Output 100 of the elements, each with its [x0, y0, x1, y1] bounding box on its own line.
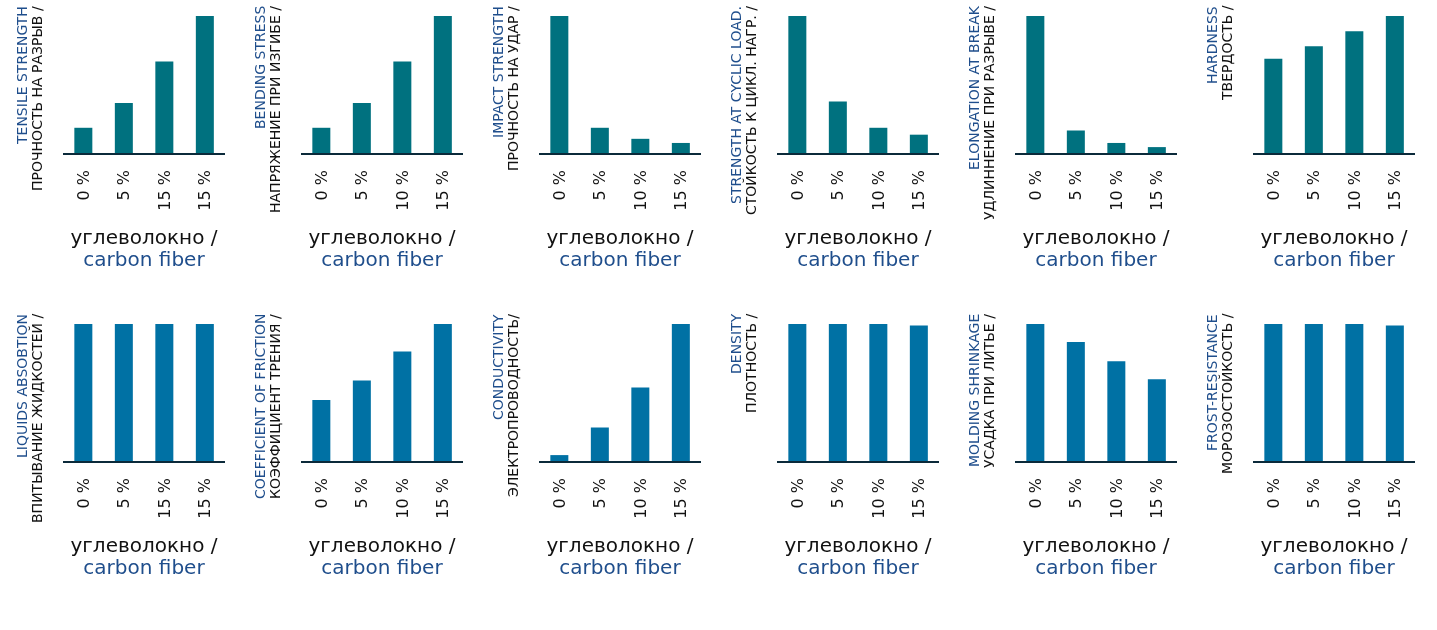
- bar: [590, 427, 609, 462]
- y-axis-title: МОРОЗОСТОЙКОСТЬ / FROST-RESISTANCE: [1204, 314, 1236, 477]
- bar: [114, 102, 133, 154]
- x-tick-label: 15 %: [433, 170, 453, 211]
- x-tick-label: 5 %: [1066, 478, 1086, 509]
- x-tick-label: 10 %: [868, 478, 888, 519]
- x-axis-title: углеволокно / carbon fiber: [1260, 533, 1408, 579]
- bar: [1026, 324, 1045, 462]
- y-axis-title: ПРОЧНОСТЬ НА РАЗРЫВ / TENSILE STRENGTH: [14, 6, 46, 193]
- bar: [352, 102, 371, 154]
- y-axis-title: ЭЛЕКТРОПРОВОДНОСТЬ/ CONDUCTIVITY: [490, 314, 522, 499]
- x-tick-label: 5 %: [114, 478, 134, 509]
- x-axis-title: углеволокно / carbon fiber: [70, 225, 218, 271]
- bar: [1066, 341, 1085, 462]
- bar: [195, 16, 214, 154]
- bar: [312, 399, 331, 462]
- x-tick-label: 15 %: [1147, 478, 1167, 519]
- x-axis-title: углеволокно / carbon fiber: [546, 225, 694, 271]
- x-tick-label: 15 %: [195, 170, 215, 211]
- x-tick-label: 0 %: [311, 170, 331, 201]
- x-tick-label: 0 %: [787, 170, 807, 201]
- x-tick-label: 5 %: [352, 478, 372, 509]
- bar: [1264, 58, 1283, 154]
- x-tick-label: 15 %: [671, 478, 691, 519]
- y-axis-title: НАПРЯЖЕНИЕ ПРИ ИЗГИБЕ / BENDING STRESS: [252, 6, 284, 215]
- x-tick-label: 10 %: [392, 478, 412, 519]
- bar: [433, 324, 452, 462]
- x-axis-title: углеволокно / carbon fiber: [1022, 225, 1170, 271]
- bar: [155, 61, 174, 154]
- bar: [1066, 130, 1085, 154]
- x-tick-label: 10 %: [868, 170, 888, 211]
- x-tick-label: 15 %: [1385, 478, 1405, 519]
- bar: [312, 127, 331, 154]
- y-axis-title: УДЛИННЕНИЕ ПРИ РАЗРЫВЕ / ELONGATION AT BREAK: [966, 6, 998, 222]
- x-tick-label: 15 %: [909, 170, 929, 211]
- x-tick-label: 15 %: [671, 170, 691, 211]
- bar: [550, 16, 569, 154]
- x-axis-title: углеволокно / carbon fiber: [70, 533, 218, 579]
- x-tick-label: 0 %: [549, 170, 569, 201]
- x-tick-label: 0 %: [1263, 478, 1283, 509]
- x-tick-label: 5 %: [1066, 170, 1086, 201]
- bar: [74, 127, 93, 154]
- bar: [393, 351, 412, 462]
- bar: [1385, 16, 1404, 154]
- x-tick-label: 5 %: [590, 170, 610, 201]
- x-tick-label: 0 %: [787, 478, 807, 509]
- bar: [671, 142, 690, 154]
- x-tick-label: 0 %: [549, 478, 569, 509]
- x-tick-label: 10 %: [1344, 170, 1364, 211]
- x-tick-label: 5 %: [828, 170, 848, 201]
- bar: [1147, 379, 1166, 462]
- bar: [869, 127, 888, 154]
- bar: [590, 127, 609, 154]
- bar: [1345, 31, 1364, 154]
- y-axis-title: СТОЙКОСТЬ К ЦИКЛ. НАГР. / STRENGTH AT CYCLIC LOAD.: [728, 6, 760, 217]
- x-tick-label: 15 %: [154, 478, 174, 519]
- bar: [1026, 16, 1045, 154]
- x-tick-label: 15 %: [1385, 170, 1405, 211]
- bar: [631, 138, 650, 154]
- bar: [1304, 46, 1323, 154]
- x-tick-label: 5 %: [1304, 170, 1324, 201]
- y-axis-title: КОЭФФИЦИЕНТ ТРЕНИЯ / COEFFICIENT OF FRICTION: [252, 314, 284, 502]
- bar: [433, 16, 452, 154]
- x-tick-label: 5 %: [828, 478, 848, 509]
- y-axis-title: УСАДКА ПРИ ЛИТЬЕ / MOLDING SHRINKAGE: [966, 314, 998, 470]
- x-axis-title: углеволокно / carbon fiber: [1260, 225, 1408, 271]
- x-tick-label: 10 %: [392, 170, 412, 211]
- x-axis-title: углеволокно / carbon fiber: [784, 225, 932, 271]
- x-tick-label: 0 %: [1263, 170, 1283, 201]
- bar: [909, 134, 928, 154]
- x-axis-title: углеволокно / carbon fiber: [308, 225, 456, 271]
- y-axis-title: ПЛОТНОСТЬ / DENSITY: [728, 314, 760, 416]
- bar: [828, 101, 847, 154]
- x-tick-label: 15 %: [1147, 170, 1167, 211]
- x-tick-label: 15 %: [433, 478, 453, 519]
- bar: [671, 324, 690, 462]
- x-tick-label: 10 %: [1344, 478, 1364, 519]
- x-tick-label: 0 %: [1025, 170, 1045, 201]
- x-tick-label: 0 %: [1025, 478, 1045, 509]
- y-axis-title: ВПИТЫВАНИЕ ЖИДКОСТЕЙ / LIQUIDS ABSOBTION: [14, 314, 46, 526]
- x-tick-label: 5 %: [352, 170, 372, 201]
- y-axis-title: ПРОЧНОСТЬ НА УДАР / IMPACT STRENGTH: [490, 6, 522, 173]
- x-tick-label: 5 %: [114, 170, 134, 201]
- bar: [352, 380, 371, 462]
- bar: [1107, 142, 1126, 154]
- x-tick-label: 10 %: [630, 170, 650, 211]
- x-axis-title: углеволокно / carbon fiber: [784, 533, 932, 579]
- x-tick-label: 5 %: [590, 478, 610, 509]
- bar: [631, 387, 650, 462]
- bar: [393, 61, 412, 154]
- x-tick-label: 0 %: [73, 478, 93, 509]
- x-tick-label: 15 %: [154, 170, 174, 211]
- bar: [1107, 361, 1126, 462]
- x-tick-label: 10 %: [1106, 478, 1126, 519]
- x-tick-label: 15 %: [909, 478, 929, 519]
- x-tick-label: 0 %: [73, 170, 93, 201]
- x-tick-label: 0 %: [311, 478, 331, 509]
- x-tick-label: 15 %: [195, 478, 215, 519]
- x-axis-title: углеволокно / carbon fiber: [1022, 533, 1170, 579]
- x-axis-title: углеволокно / carbon fiber: [308, 533, 456, 579]
